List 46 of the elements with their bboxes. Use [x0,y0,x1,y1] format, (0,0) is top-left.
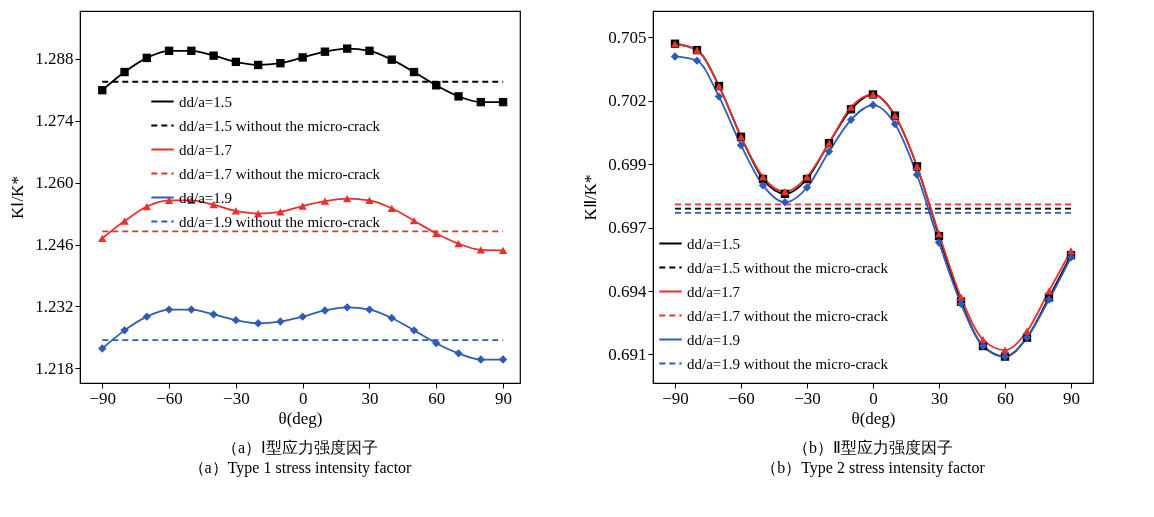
x-axis-title: θ(deg) [278,408,323,428]
legend-label: dd/a=1.7 without the micro-crack [687,307,889,324]
x-tick-label: −30 [794,388,821,408]
x-tick-label: 0 [869,388,878,408]
y-axis-title: KⅡ/K* [581,174,601,221]
legend-label: dd/a=1.7 [179,141,233,158]
y-tick-label: 1.260 [35,173,74,193]
legend-label: dd/a=1.7 [687,283,741,300]
x-tick-label: −90 [662,388,689,408]
x-tick-label: 30 [931,388,948,408]
legend-label: dd/a=1.7 without the micro-crack [179,165,381,182]
y-tick-label: 0.699 [608,154,647,174]
x-axis-title: θ(deg) [851,408,896,428]
legend-label: dd/a=1.5 without the micro-crack [179,117,381,134]
text: （a）Ⅰ型应力强度因子 [221,439,379,456]
y-tick-label: 1.218 [35,358,74,378]
y-axis-title: KⅠ/K* [8,176,28,219]
y-tick-label: 0.705 [608,27,647,47]
x-tick-label: 90 [495,388,513,408]
x-tick-label: −90 [89,388,117,408]
x-tick-label: −30 [223,388,250,408]
y-tick-label: 0.697 [608,218,647,238]
y-tick-label: 1.288 [35,49,74,69]
text: （b）Type 2 stress intensity factor [761,459,986,477]
x-tick-label: 0 [298,388,308,408]
legend-label: dd/a=1.9 [687,331,741,348]
legend-label: dd/a=1.9 without the micro-crack [687,355,889,372]
legend-label: dd/a=1.5 without the micro-crack [687,259,889,276]
y-tick-label: 1.274 [35,111,74,131]
x-tick-label: −60 [156,388,183,408]
y-tick-label: 0.694 [608,281,647,301]
legend-label: dd/a=1.5 [687,235,741,252]
y-tick-label: 0.691 [608,344,647,364]
legend-label: dd/a=1.9 without the micro-crack [179,213,381,230]
legend-label: dd/a=1.9 [179,189,233,206]
x-tick-label: 60 [997,388,1014,408]
x-tick-label: 30 [361,388,379,408]
text: （a）Type 1 stress intensity factor [188,459,413,477]
legend-label: dd/a=1.5 [179,93,233,110]
x-tick-label: −60 [728,388,755,408]
text: （b）Ⅱ型应力强度因子 [793,439,953,456]
y-tick-label: 1.232 [35,296,74,316]
x-tick-label: 60 [428,388,446,408]
y-tick-label: 1.246 [35,235,74,255]
y-tick-label: 0.702 [608,91,647,111]
x-tick-label: 90 [1063,388,1080,408]
